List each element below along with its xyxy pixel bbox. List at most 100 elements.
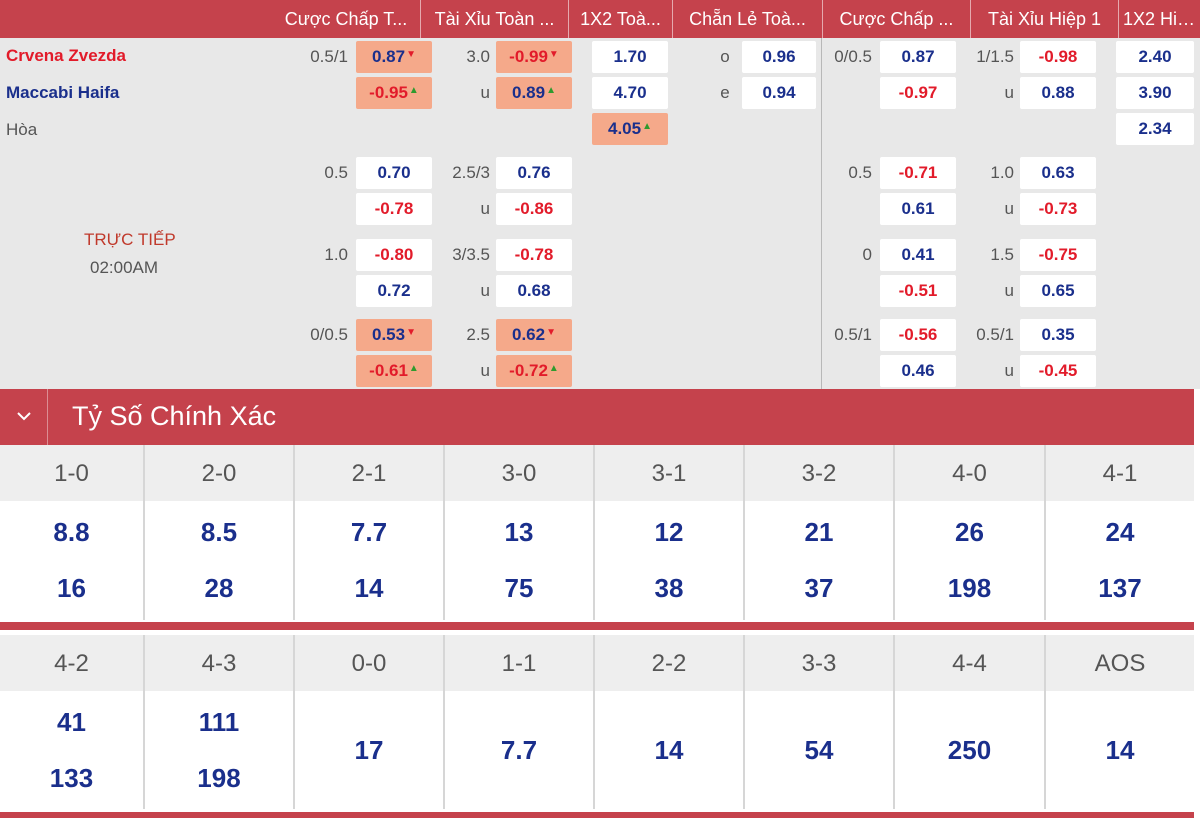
score-odds[interactable]: 7.7 (350, 517, 388, 547)
score-odds[interactable]: 28 (204, 573, 234, 603)
score-odds[interactable]: 37 (804, 573, 834, 603)
bottom-divider (0, 812, 1194, 818)
score-odds[interactable]: 14 (654, 735, 684, 765)
odds-cell[interactable]: 2.40 (1116, 41, 1194, 73)
score-odds[interactable]: 111 (198, 707, 240, 737)
odds-header: Cược Chấp T... Tài Xỉu Toàn ... 1X2 Toà.… (0, 0, 1200, 38)
odds-cell[interactable]: 0.94 (742, 77, 816, 109)
odds-cell[interactable]: -0.61▲ (356, 355, 432, 387)
odds-cell[interactable]: 0.88 (1020, 77, 1096, 109)
odds-value: -0.78 (374, 199, 414, 218)
odds-cell[interactable]: -0.98 (1020, 41, 1096, 73)
odds-cell[interactable]: 0.89▲ (496, 77, 572, 109)
odds-value: -0.72 (509, 361, 548, 380)
odds-cell[interactable]: 0.62▼ (496, 319, 572, 351)
odds-value: 0.61 (901, 199, 935, 218)
odds-cell[interactable]: 0.41 (880, 239, 956, 271)
odds-cell[interactable]: -0.71 (880, 157, 956, 189)
odds-cell[interactable]: 4.05▲ (592, 113, 668, 145)
score-odds[interactable]: 198 (947, 573, 992, 603)
score-odds[interactable]: 75 (504, 573, 534, 603)
header-odd-even[interactable]: Chẵn Lẻ Toà... (672, 0, 822, 38)
odds-value: -0.45 (1038, 361, 1078, 380)
odds-cell[interactable]: -0.80 (356, 239, 432, 271)
odds-cell[interactable]: -0.72▲ (496, 355, 572, 387)
odds-value: 4.05 (608, 119, 642, 138)
odds-cell[interactable]: 3.90 (1116, 77, 1194, 109)
header-full-handicap[interactable]: Cược Chấp T... (284, 9, 408, 29)
header-full-1x2[interactable]: 1X2 Toà... (568, 0, 672, 38)
away-team-name: Maccabi Haifa (6, 83, 120, 102)
odds-value: 0.63 (1041, 163, 1075, 182)
odds-value: 0.53 (372, 325, 406, 344)
odds-cell[interactable]: 0.68 (496, 275, 572, 307)
score-odds[interactable]: 16 (57, 573, 86, 603)
score-odds[interactable]: 133 (49, 763, 94, 793)
header-h1-handicap[interactable]: Cược Chấp ... (822, 0, 970, 38)
score-column: 2-1 7.7 14 (293, 445, 443, 620)
odds-cell[interactable]: 0.87▼ (356, 41, 432, 73)
section-title: Tỷ Số Chính Xác (72, 401, 277, 431)
odds-cell[interactable]: 2.34 (1116, 113, 1194, 145)
odds-cell[interactable]: 0.63 (1020, 157, 1096, 189)
odds-cell[interactable]: -0.51 (880, 275, 956, 307)
odds-value: 0.72 (377, 281, 411, 300)
odds-cell[interactable]: -0.99▼ (496, 41, 572, 73)
score-odds[interactable]: 137 (1098, 573, 1142, 603)
odds-value: 0.35 (1041, 325, 1075, 344)
odds-cell[interactable]: -0.97 (880, 77, 956, 109)
odds-cell[interactable]: -0.86 (496, 193, 572, 225)
odds-cell[interactable]: -0.78 (356, 193, 432, 225)
score-odds[interactable]: 8.5 (200, 517, 238, 547)
odds-value: 0.46 (901, 361, 935, 380)
header-full-over-under[interactable]: Tài Xỉu Toàn ... (420, 0, 568, 38)
odds-cell[interactable]: -0.95▲ (356, 77, 432, 109)
correct-score-header[interactable]: Tỷ Số Chính Xác (0, 389, 1194, 445)
score-odds[interactable]: 13 (504, 517, 534, 547)
score-odds[interactable]: 14 (1105, 735, 1135, 765)
odds-cell[interactable]: 0.87 (880, 41, 956, 73)
odds-value: 1.70 (613, 47, 647, 66)
odds-cell[interactable]: 0.35 (1020, 319, 1096, 351)
score-odds[interactable]: 250 (947, 735, 992, 765)
arrow-up-icon: ▲ (642, 121, 652, 132)
odds-cell[interactable]: -0.56 (880, 319, 956, 351)
score-label: 4-3 (145, 635, 293, 691)
score-odds[interactable]: 14 (354, 573, 384, 603)
odds-value: -0.80 (374, 245, 414, 264)
score-column: 4-3 111 198 (143, 635, 293, 809)
score-odds[interactable]: 198 (197, 763, 241, 793)
header-h1-over-under[interactable]: Tài Xỉu Hiệp 1 (970, 0, 1118, 38)
odds-cell[interactable]: 0.76 (496, 157, 572, 189)
odds-cell[interactable]: 0.61 (880, 193, 956, 225)
section-toggle[interactable] (0, 389, 48, 445)
header-h1-1x2[interactable]: 1X2 Hiệ... (1118, 0, 1200, 38)
arrow-up-icon: ▲ (408, 363, 419, 374)
odds-cell[interactable]: 1.70 (592, 41, 668, 73)
odds-cell[interactable]: -0.75 (1020, 239, 1096, 271)
odds-cell[interactable]: -0.45 (1020, 355, 1096, 387)
score-odds[interactable]: 12 (654, 517, 684, 547)
odds-value: 0.87 (901, 47, 935, 66)
arrow-up-icon: ▲ (548, 363, 559, 374)
odds-cell[interactable]: 0.70 (356, 157, 432, 189)
score-odds[interactable]: 17 (354, 735, 384, 765)
score-odds[interactable]: 54 (804, 735, 834, 765)
odds-value: 4.70 (613, 83, 647, 102)
odds-cell[interactable]: 0.53▼ (356, 319, 432, 351)
odds-cell[interactable]: -0.78 (496, 239, 572, 271)
odds-cell[interactable]: 4.70 (592, 77, 668, 109)
score-odds[interactable]: 41 (57, 707, 86, 737)
score-odds[interactable]: 38 (654, 573, 684, 603)
odds-cell[interactable]: 0.46 (880, 355, 956, 387)
ou-under-label: u (480, 83, 490, 102)
score-odds[interactable]: 26 (955, 517, 984, 547)
score-odds[interactable]: 8.8 (53, 517, 90, 547)
odds-cell[interactable]: 0.65 (1020, 275, 1096, 307)
odds-cell[interactable]: -0.73 (1020, 193, 1096, 225)
score-odds[interactable]: 21 (804, 517, 834, 547)
odds-cell[interactable]: 0.96 (742, 41, 816, 73)
score-odds[interactable]: 7.7 (500, 735, 538, 765)
odds-cell[interactable]: 0.72 (356, 275, 432, 307)
score-odds[interactable]: 24 (1105, 517, 1135, 547)
